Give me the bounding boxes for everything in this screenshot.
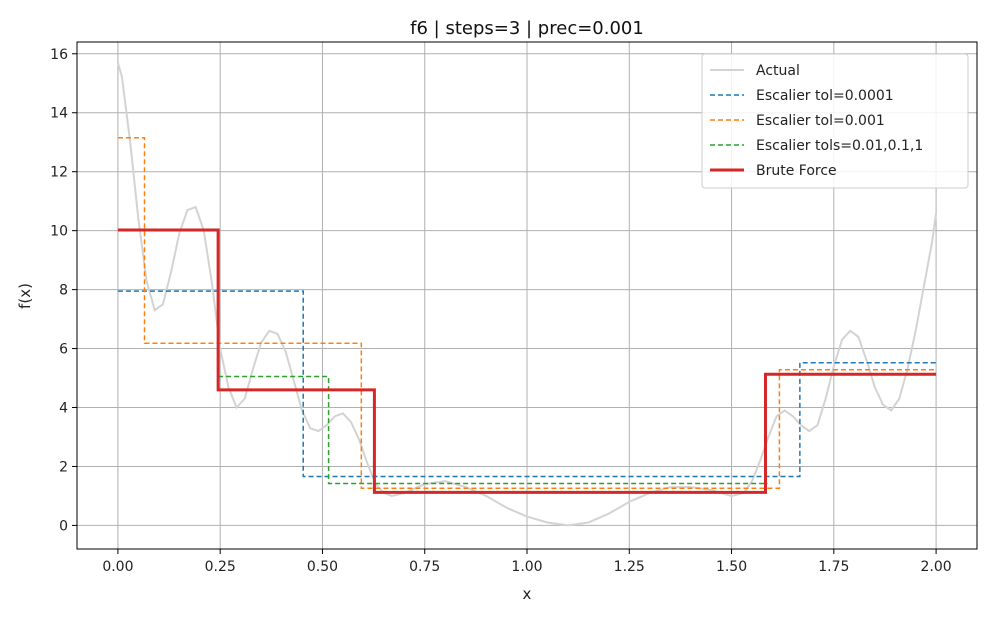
chart-title: f6 | steps=3 | prec=0.001 bbox=[410, 18, 644, 39]
y-tick-label: 4 bbox=[59, 401, 68, 417]
y-tick-label: 8 bbox=[59, 283, 68, 299]
x-tick-label: 1.50 bbox=[716, 559, 747, 575]
x-tick-label: 1.00 bbox=[511, 559, 542, 575]
x-tick-label: 0.50 bbox=[307, 559, 338, 575]
series-line-escalier-tol-0-0001 bbox=[117, 290, 937, 478]
x-tick-label: 2.00 bbox=[921, 559, 952, 575]
legend-box bbox=[701, 53, 969, 189]
legend-label-brute-force: Brute Force bbox=[756, 163, 837, 179]
series-line-escalier-tols-0-01-0-1-1 bbox=[218, 375, 768, 485]
x-tick-label: 1.25 bbox=[614, 559, 645, 575]
y-tick-label: 0 bbox=[59, 518, 68, 534]
ticks: 0.00 0.25 0.50 0.75 1.00 1.25 1.50 1.75 2.00 0 2 4 6… bbox=[50, 47, 952, 575]
series-layer bbox=[116, 62, 938, 527]
x-axis-label: x bbox=[523, 585, 532, 603]
y-tick-label: 14 bbox=[50, 106, 68, 122]
y-tick-label: 6 bbox=[59, 342, 68, 358]
y-axis-label: f(x) bbox=[16, 283, 34, 309]
x-tick-label: 0.00 bbox=[102, 559, 133, 575]
x-tick-label: 1.75 bbox=[818, 559, 849, 575]
y-tick-label: 12 bbox=[50, 165, 68, 181]
legend-label-escalier-tols: Escalier tols=0.01,0.1,1 bbox=[756, 138, 923, 154]
legend-label-escalier-tol-0.0001: Escalier tol=0.0001 bbox=[756, 88, 894, 104]
series-line-escalier-tol-0-001 bbox=[117, 137, 937, 490]
series-line-brute-force bbox=[117, 228, 937, 494]
x-tick-label: 0.75 bbox=[409, 559, 440, 575]
legend-label-escalier-tol-0.001: Escalier tol=0.001 bbox=[756, 113, 885, 129]
y-tick-label: 10 bbox=[50, 224, 68, 240]
y-tick-label: 16 bbox=[50, 47, 68, 63]
x-tick-label: 0.25 bbox=[205, 559, 236, 575]
legend: Actual Escalier tol=0.0001 Escalier tol=… bbox=[701, 53, 969, 189]
y-tick-label: 2 bbox=[59, 459, 68, 475]
legend-label-actual: Actual bbox=[756, 63, 800, 79]
